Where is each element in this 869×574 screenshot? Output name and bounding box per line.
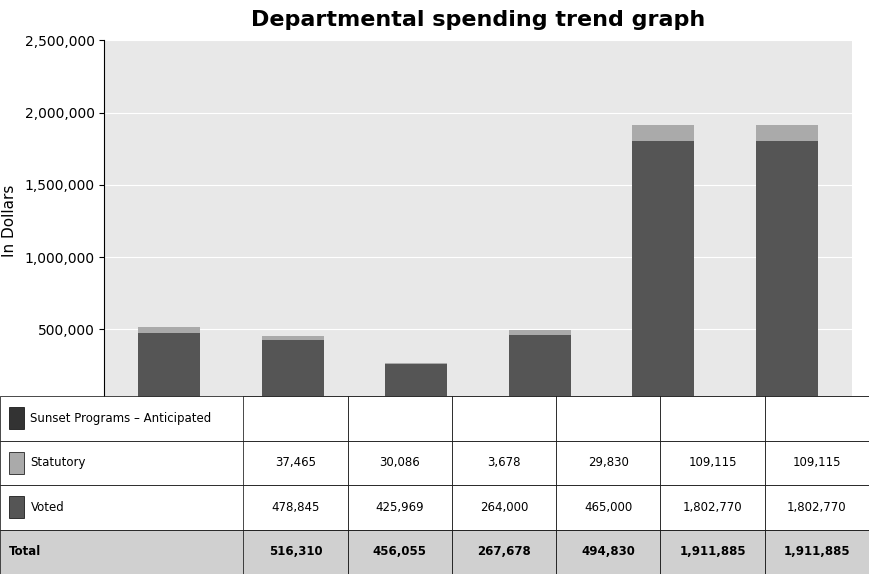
FancyBboxPatch shape xyxy=(660,529,765,574)
Bar xyxy=(138,332,200,402)
Bar xyxy=(633,141,694,402)
Bar xyxy=(509,335,571,402)
Text: 478,845: 478,845 xyxy=(271,501,320,514)
FancyBboxPatch shape xyxy=(348,485,452,529)
FancyBboxPatch shape xyxy=(765,441,869,485)
Text: 1,802,770: 1,802,770 xyxy=(787,501,846,514)
Text: 425,969: 425,969 xyxy=(375,501,424,514)
Text: Statutory: Statutory xyxy=(30,456,86,470)
Text: 516,310: 516,310 xyxy=(269,545,322,559)
FancyBboxPatch shape xyxy=(0,396,869,441)
Text: 37,465: 37,465 xyxy=(275,456,316,470)
Bar xyxy=(9,496,24,518)
Text: 456,055: 456,055 xyxy=(373,545,427,559)
Bar xyxy=(9,452,24,474)
FancyBboxPatch shape xyxy=(452,441,556,485)
Bar xyxy=(262,336,323,340)
FancyBboxPatch shape xyxy=(556,396,660,441)
FancyBboxPatch shape xyxy=(348,396,452,441)
Text: Voted: Voted xyxy=(30,501,64,514)
Text: 3,678: 3,678 xyxy=(488,456,521,470)
FancyBboxPatch shape xyxy=(0,529,869,574)
FancyBboxPatch shape xyxy=(660,441,765,485)
FancyBboxPatch shape xyxy=(348,529,452,574)
Text: 30,086: 30,086 xyxy=(380,456,420,470)
Text: 1,802,770: 1,802,770 xyxy=(683,501,742,514)
Bar xyxy=(138,327,200,332)
Text: 109,115: 109,115 xyxy=(793,456,841,470)
FancyBboxPatch shape xyxy=(765,485,869,529)
FancyBboxPatch shape xyxy=(452,529,556,574)
Text: 29,830: 29,830 xyxy=(587,456,629,470)
FancyBboxPatch shape xyxy=(0,441,869,485)
FancyBboxPatch shape xyxy=(243,441,348,485)
FancyBboxPatch shape xyxy=(452,485,556,529)
Bar xyxy=(9,407,24,429)
FancyBboxPatch shape xyxy=(556,485,660,529)
Title: Departmental spending trend graph: Departmental spending trend graph xyxy=(251,10,705,30)
FancyBboxPatch shape xyxy=(452,396,556,441)
Bar xyxy=(509,330,571,335)
FancyBboxPatch shape xyxy=(765,529,869,574)
Text: 109,115: 109,115 xyxy=(688,456,737,470)
Text: 1,911,885: 1,911,885 xyxy=(680,545,746,559)
Text: 494,830: 494,830 xyxy=(581,545,635,559)
FancyBboxPatch shape xyxy=(243,396,348,441)
FancyBboxPatch shape xyxy=(765,396,869,441)
FancyBboxPatch shape xyxy=(243,485,348,529)
FancyBboxPatch shape xyxy=(243,529,348,574)
Bar xyxy=(262,340,323,402)
FancyBboxPatch shape xyxy=(556,441,660,485)
Bar xyxy=(756,125,818,141)
Text: 267,678: 267,678 xyxy=(477,545,531,559)
FancyBboxPatch shape xyxy=(660,396,765,441)
FancyBboxPatch shape xyxy=(556,529,660,574)
FancyBboxPatch shape xyxy=(348,441,452,485)
Bar xyxy=(633,125,694,141)
Text: Sunset Programs – Anticipated: Sunset Programs – Anticipated xyxy=(30,412,212,425)
Bar xyxy=(756,141,818,402)
FancyBboxPatch shape xyxy=(660,485,765,529)
Text: 264,000: 264,000 xyxy=(480,501,528,514)
Text: 465,000: 465,000 xyxy=(584,501,633,514)
FancyBboxPatch shape xyxy=(0,485,869,529)
Text: Total: Total xyxy=(9,545,41,559)
Bar xyxy=(385,363,447,402)
Y-axis label: In Dollars: In Dollars xyxy=(3,185,17,257)
Text: 1,911,885: 1,911,885 xyxy=(784,545,850,559)
